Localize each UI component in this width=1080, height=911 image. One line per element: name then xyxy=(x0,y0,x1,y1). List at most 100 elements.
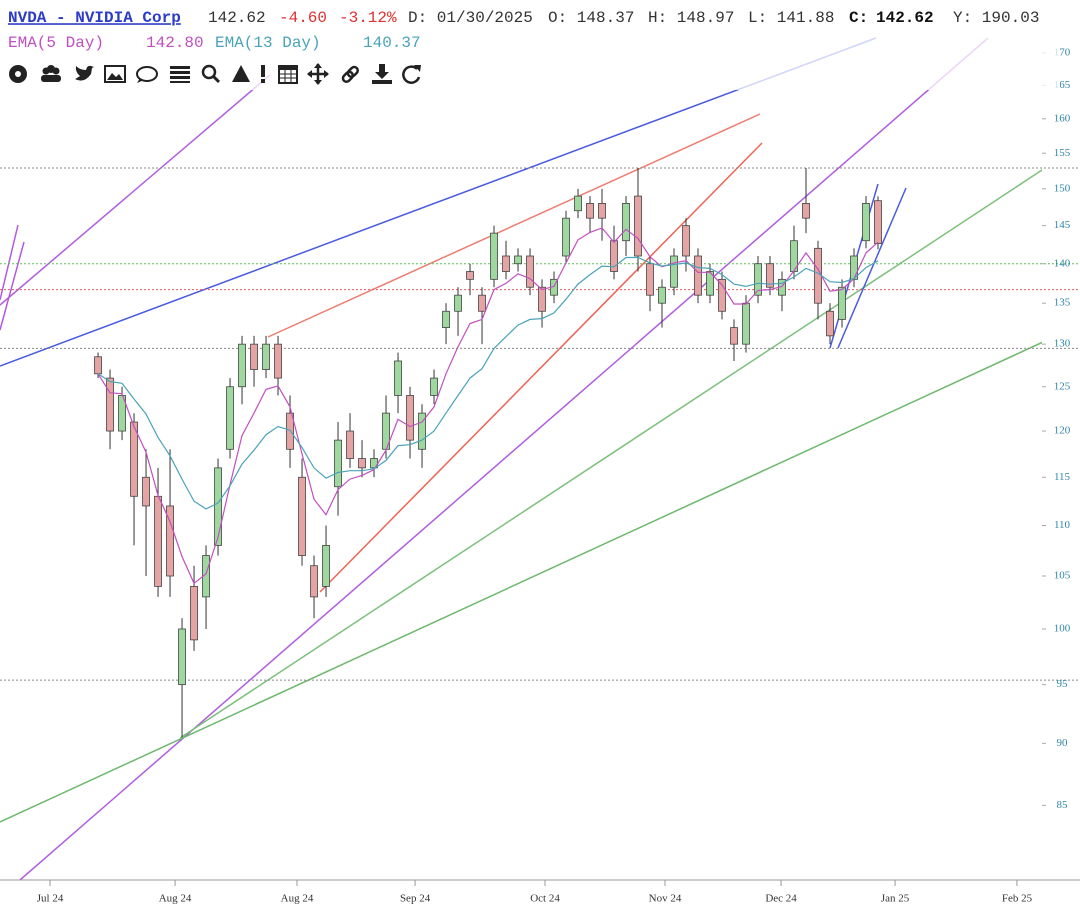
x-tick-label: Oct 24 xyxy=(530,893,560,905)
candle-body xyxy=(526,255,534,288)
last-price: 142.62 xyxy=(208,9,266,27)
prev-close: Y: 190.03 xyxy=(953,9,1039,27)
candle-body xyxy=(178,628,186,686)
candle-body xyxy=(694,255,702,296)
y-tick-label: 145 xyxy=(1054,219,1071,231)
close-key: C: xyxy=(849,9,868,27)
candle-body xyxy=(682,225,690,257)
candle-body xyxy=(598,203,606,219)
candle-body xyxy=(538,286,546,312)
x-tick-label: Aug 24 xyxy=(159,893,192,905)
candle-body xyxy=(274,343,282,379)
x-tick-label: Nov 24 xyxy=(649,893,682,905)
candle-body xyxy=(406,395,414,441)
change-pct: -3.12% xyxy=(339,9,397,27)
y-tick-label: 155 xyxy=(1054,147,1071,159)
trend-line xyxy=(179,169,1042,739)
y-tick-label: 140 xyxy=(1054,257,1071,269)
trend-line xyxy=(319,142,763,593)
candle-body xyxy=(802,203,810,219)
candle-body xyxy=(190,585,198,641)
high: H: 148.97 xyxy=(648,9,734,27)
y-tick-label: 100 xyxy=(1054,622,1071,634)
candle-body xyxy=(166,505,174,577)
y-tick-label: 150 xyxy=(1054,182,1071,194)
candle-body xyxy=(310,565,318,598)
link-icon[interactable] xyxy=(341,65,360,84)
y-tick-label: 120 xyxy=(1054,425,1071,437)
legend-ema5: EMA(5 Day) xyxy=(8,34,104,52)
list-icon[interactable] xyxy=(170,66,190,83)
ema13-value: 140.37 xyxy=(363,34,421,52)
candle-body xyxy=(718,278,726,312)
candle-body xyxy=(586,203,594,219)
ema-line xyxy=(97,256,879,510)
refresh-icon[interactable] xyxy=(402,65,421,84)
ema-line xyxy=(97,227,879,585)
users-icon[interactable] xyxy=(41,65,61,82)
candle-body xyxy=(262,343,270,370)
dashboard-icon[interactable] xyxy=(9,65,27,83)
candle-body xyxy=(502,255,510,272)
candle-body xyxy=(622,203,630,242)
candle-body xyxy=(106,377,114,432)
candle-body xyxy=(514,255,522,265)
candle-body xyxy=(418,412,426,450)
candle-body xyxy=(766,263,774,288)
trend-line xyxy=(19,37,989,880)
candle-body xyxy=(358,458,366,469)
symbol[interactable]: NVDA - NVIDIA Corp xyxy=(8,9,181,27)
candle-body xyxy=(658,286,666,304)
candle-body xyxy=(814,247,822,304)
move-icon[interactable] xyxy=(307,63,329,85)
x-tick-label: Feb 25 xyxy=(1002,893,1033,905)
x-tick-label: Jan 25 xyxy=(881,893,910,905)
trend-line xyxy=(267,113,761,338)
calendar-icon[interactable] xyxy=(278,65,298,84)
candle-body xyxy=(250,343,258,370)
candle-body xyxy=(298,476,306,556)
trend-line xyxy=(0,241,25,331)
y-tick-label: 160 xyxy=(1054,112,1071,124)
image-icon[interactable] xyxy=(104,65,126,83)
x-tick-label: Sep 24 xyxy=(400,893,431,905)
triangle-icon[interactable] xyxy=(232,65,250,82)
y-tick-label: 115 xyxy=(1054,471,1071,483)
axes: 85 90 95 100 105 110 115 120 125 130 135 140 145 150 1… xyxy=(37,46,1071,904)
y-tick-label: 85 xyxy=(1057,799,1069,811)
candle-body xyxy=(442,310,450,328)
candle-body xyxy=(706,271,714,296)
trend-line xyxy=(0,224,19,301)
candle-body xyxy=(862,203,870,242)
trend-line xyxy=(0,37,877,367)
candle-body xyxy=(214,467,222,546)
candle-body xyxy=(454,294,462,312)
candle-body xyxy=(238,343,246,388)
y-tick-label: 130 xyxy=(1054,338,1071,350)
search-icon[interactable] xyxy=(201,64,221,84)
download-icon[interactable] xyxy=(372,64,392,84)
candle-body xyxy=(874,200,882,244)
x-tick-label: Dec 24 xyxy=(765,893,797,905)
legend-ema13: EMA(13 Day) xyxy=(215,34,321,52)
ema-lines xyxy=(97,227,879,585)
alert-icon[interactable] xyxy=(261,65,265,83)
candle-body xyxy=(730,327,738,345)
trend-line xyxy=(0,341,1042,823)
candle-body xyxy=(142,476,150,507)
y-tick-label: 125 xyxy=(1054,380,1071,392)
comment-icon[interactable] xyxy=(136,66,158,83)
candle-body xyxy=(430,377,438,396)
candle-body xyxy=(826,310,834,337)
close: 142.62 xyxy=(876,9,934,27)
twitter-icon[interactable] xyxy=(75,65,94,81)
change: -4.60 xyxy=(279,9,327,27)
candle-body xyxy=(322,545,330,587)
candle-body xyxy=(574,195,582,212)
candles xyxy=(94,168,882,738)
candle-body xyxy=(742,302,750,345)
candle-body xyxy=(466,271,474,280)
trend-line xyxy=(837,187,907,349)
candle-body xyxy=(154,495,162,587)
